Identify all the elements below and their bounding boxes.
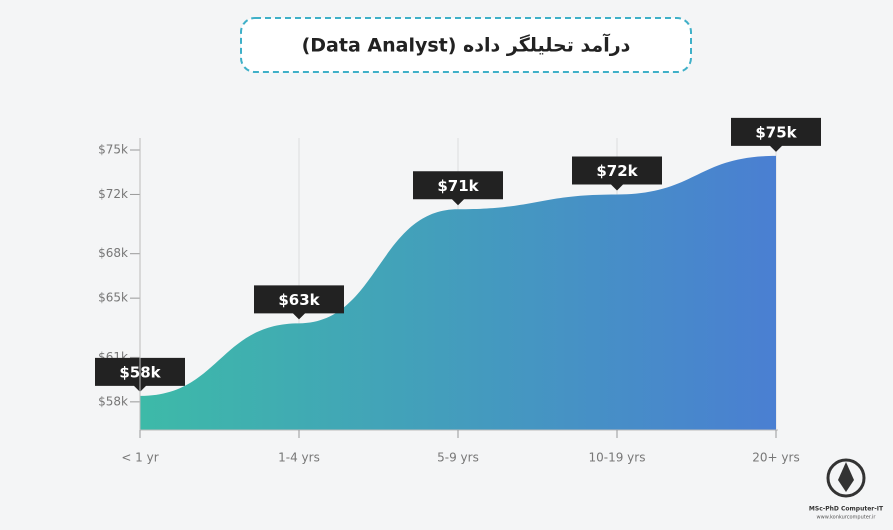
value-label-box — [254, 285, 344, 320]
y-tick-label: $65k — [98, 291, 128, 305]
x-tick-label: 10-19 yrs — [589, 451, 646, 465]
area — [140, 155, 776, 431]
value-label-box — [413, 171, 503, 206]
value-label-box — [572, 156, 662, 191]
logo-text: www.konkurcomputer.ir — [817, 515, 877, 521]
y-tick-label: $68k — [98, 246, 128, 260]
value-label-box — [731, 117, 821, 152]
value-label: $58k — [119, 363, 161, 381]
title-box — [240, 17, 692, 73]
plot: $58k$61k$65k$68k$72k$75k$58k$63k$71k$72k… — [95, 117, 821, 465]
x-tick-label: 1-4 yrs — [278, 451, 320, 465]
logo-mark — [826, 458, 866, 498]
x-tick-label: 5-9 yrs — [437, 451, 479, 465]
y-tick-label: $58k — [98, 394, 128, 408]
logo: MSc-PhD Computer-IT www.konkurcomputer.i… — [809, 458, 884, 521]
x-tick-label: < 1 yr — [121, 451, 158, 465]
y-tick-label: $75k — [98, 143, 128, 157]
value-label: $72k — [596, 162, 638, 180]
logo-text: MSc-PhD Computer-IT — [809, 506, 884, 513]
value-label: $75k — [755, 123, 797, 141]
value-label: $71k — [437, 177, 479, 195]
logo-mark — [838, 462, 854, 492]
y-tick-label: $72k — [98, 187, 128, 201]
value-label: $63k — [278, 291, 320, 309]
x-tick-label: 20+ yrs — [752, 451, 799, 465]
chart-title: درآمد تحلیلگر داده (Data Analyst) — [302, 33, 631, 57]
